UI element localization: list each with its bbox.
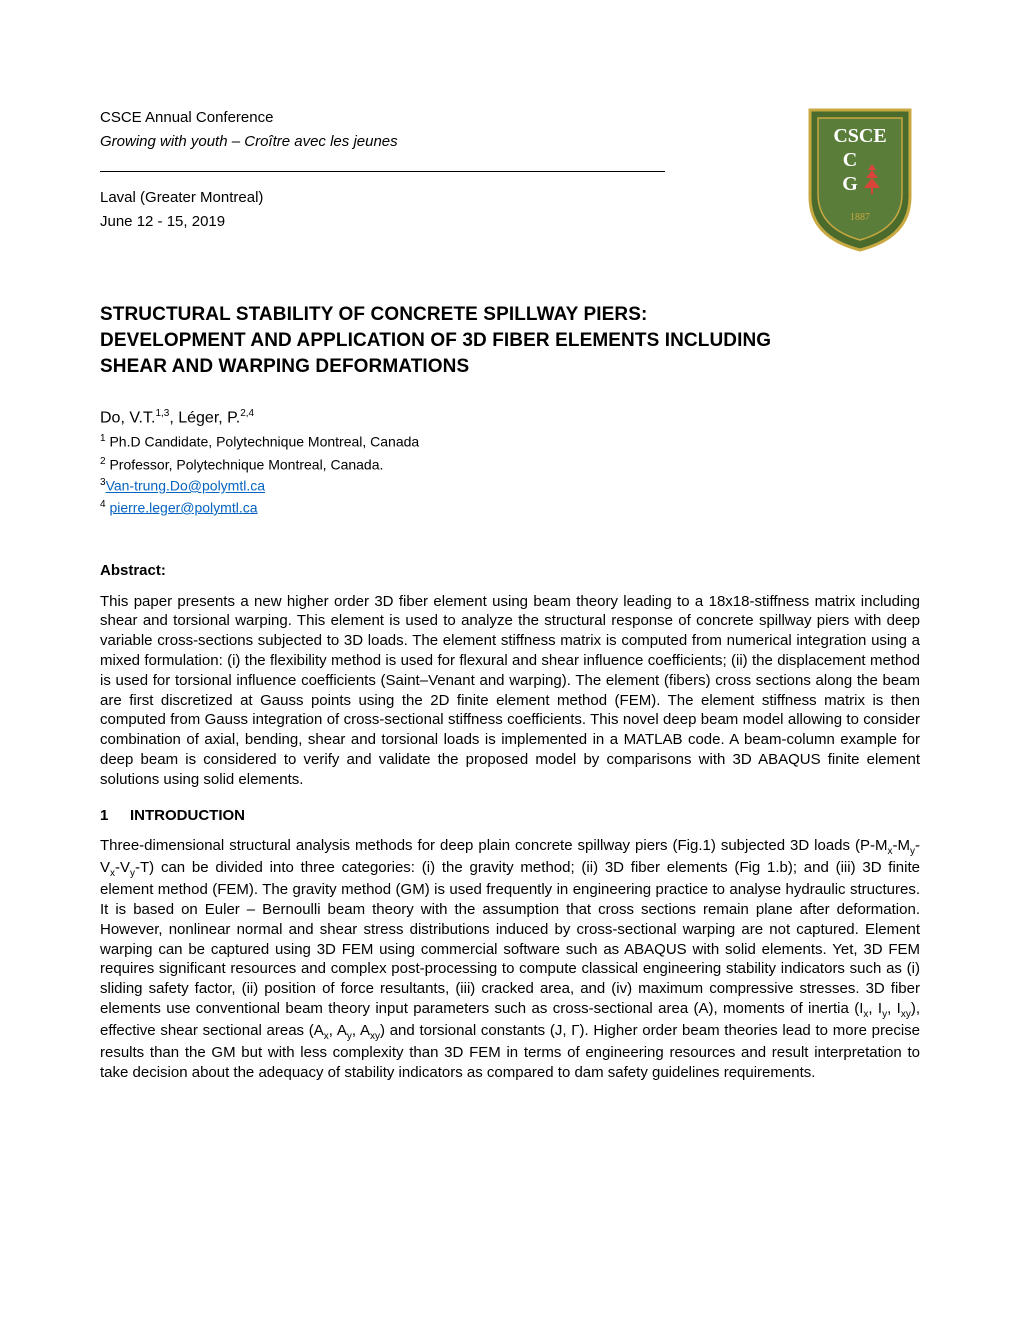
header-row: CSCE Annual Conference Growing with yout… xyxy=(100,108,920,258)
section-1-heading: 1INTRODUCTION xyxy=(100,806,920,826)
affiliation-2: 2 Professor, Polytechnique Montreal, Can… xyxy=(100,455,920,475)
header-divider xyxy=(100,171,665,172)
author-1-name: Do, V.T. xyxy=(100,410,155,427)
author-2-name: , Léger, P. xyxy=(169,410,240,427)
affil-2-text: Professor, Polytechnique Montreal, Canad… xyxy=(106,456,384,472)
header-left: CSCE Annual Conference Growing with yout… xyxy=(100,108,800,232)
conference-tagline: Growing with youth – Croître avec les je… xyxy=(100,132,800,152)
logo-wrap: CSCE C G 1887 xyxy=(800,102,920,258)
section-1-num: 1 xyxy=(100,806,130,826)
affiliation-1: 1 Ph.D Candidate, Polytechnique Montreal… xyxy=(100,432,920,452)
intro-p1i: , A xyxy=(329,1022,347,1039)
author-2-sup: 2,4 xyxy=(240,408,254,419)
intro-paragraph: Three-dimensional structural analysis me… xyxy=(100,836,920,1083)
email-2-link[interactable]: pierre.leger@polymtl.ca xyxy=(109,499,257,515)
svg-text:G: G xyxy=(842,173,858,195)
conference-dates: June 12 - 15, 2019 xyxy=(100,212,800,232)
affil-1-text: Ph.D Candidate, Polytechnique Montreal, … xyxy=(106,434,420,450)
sub-xy-1: xy xyxy=(901,1009,911,1020)
abstract-heading: Abstract: xyxy=(100,561,920,581)
email-2-sup: 4 xyxy=(100,499,106,510)
email-1-link[interactable]: Van-trung.Do@polymtl.ca xyxy=(106,478,265,494)
intro-p1j: , A xyxy=(352,1022,370,1039)
svg-text:1887: 1887 xyxy=(850,212,870,223)
csce-logo-icon: CSCE C G 1887 xyxy=(800,102,920,252)
email-2-line: 4 pierre.leger@polymtl.ca xyxy=(100,498,920,518)
title-line-3: SHEAR AND WARPING DEFORMATIONS xyxy=(100,356,469,377)
authors-line: Do, V.T.1,3, Léger, P.2,4 xyxy=(100,407,920,429)
email-1-line: 3Van-trung.Do@polymtl.ca xyxy=(100,476,920,496)
intro-p1e: -T) can be divided into three categories… xyxy=(100,859,920,1017)
abstract-body: This paper presents a new higher order 3… xyxy=(100,592,920,790)
title-line-1: STRUCTURAL STABILITY OF CONCRETE SPILLWA… xyxy=(100,304,647,325)
paper-title: STRUCTURAL STABILITY OF CONCRETE SPILLWA… xyxy=(100,302,920,379)
author-1-sup: 1,3 xyxy=(155,408,169,419)
intro-p1f: , I xyxy=(868,1000,882,1017)
conference-location: Laval (Greater Montreal) xyxy=(100,188,800,208)
sub-xy-2: xy xyxy=(370,1031,380,1042)
section-1-title: INTRODUCTION xyxy=(130,807,245,824)
intro-p1d: -V xyxy=(115,859,130,876)
intro-p1a: Three-dimensional structural analysis me… xyxy=(100,837,888,854)
svg-text:CSCE: CSCE xyxy=(833,125,886,147)
intro-p1b: -M xyxy=(893,837,911,854)
conference-name: CSCE Annual Conference xyxy=(100,108,800,128)
intro-p1g: , I xyxy=(887,1000,901,1017)
svg-text:C: C xyxy=(843,149,857,171)
title-line-2: DEVELOPMENT AND APPLICATION OF 3D FIBER … xyxy=(100,330,771,351)
